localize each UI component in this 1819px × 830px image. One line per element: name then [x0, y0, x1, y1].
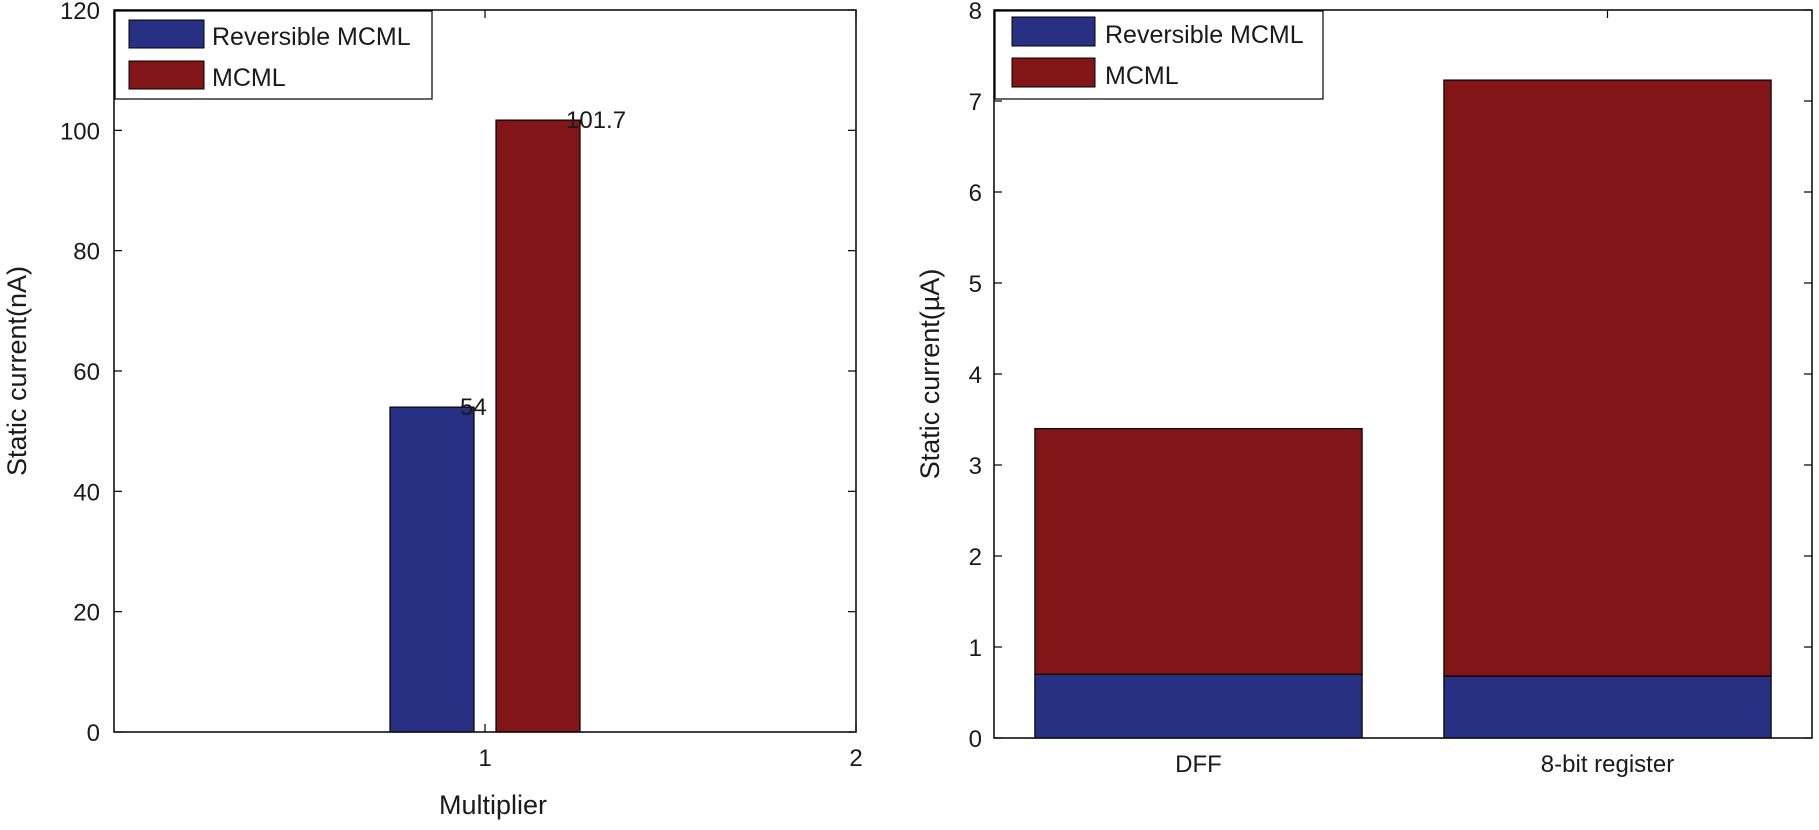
c2-y-tick-label: 4	[969, 362, 982, 389]
c2-y-tick-label: 8	[969, 0, 982, 25]
c2-y-tick-label: 7	[969, 89, 982, 116]
c1-y-ticks: 0 20 40 60 80 100 120	[60, 0, 856, 747]
c2-y-tick-label: 5	[969, 271, 982, 298]
c1-y-tick-label: 100	[60, 118, 100, 145]
c2-y-tick-label: 6	[969, 180, 982, 207]
c2-legend-swatch-mcml	[1011, 57, 1096, 88]
c1-bar-reversible-mcml	[389, 406, 475, 733]
c2-legend-label-mcml: MCML	[1105, 62, 1179, 90]
c1-data-label-mcml: 101.7	[566, 107, 626, 134]
c2-y-tick-label: 0	[969, 726, 982, 753]
c2-x-ticks: DFF 8-bit register	[1175, 10, 1674, 778]
c2-bar-mcml-dff	[1034, 428, 1363, 675]
c2-y-tick-label: 2	[969, 544, 982, 571]
c1-bars: 54 101.7	[389, 107, 626, 733]
c1-legend-label-mcml: MCML	[212, 64, 286, 92]
c2-legend-swatch-reversible	[1011, 16, 1096, 47]
c1-y-tick-label: 20	[73, 600, 100, 627]
c1-y-tick-label: 120	[60, 0, 100, 25]
c2-bars	[1034, 79, 1772, 739]
c1-y-tick-label: 40	[73, 479, 100, 506]
c1-y-tick-label: 80	[73, 239, 100, 266]
c2-y-tick-label: 3	[969, 453, 982, 480]
c2-y-ticks: 0 1 2 3 4 5 6 7 8	[969, 0, 1812, 753]
c2-x-tick-label: DFF	[1175, 751, 1222, 778]
c2-bar-mcml-8bit-register	[1443, 79, 1772, 677]
c1-data-label-reversible-mcml: 54	[460, 394, 487, 421]
c2-bar-reversible-mcml-dff	[1034, 673, 1363, 739]
c2-x-tick-label: 8-bit register	[1541, 751, 1674, 778]
c1-x-tick-label: 1	[478, 745, 491, 772]
c1-legend: Reversible MCML MCML	[114, 10, 433, 100]
dff-register-chart: 0 1 2 3 4 5 6 7 8 DFF 8-bit register Static curre…	[915, 0, 1813, 778]
c1-bar-mcml	[495, 119, 581, 733]
c1-legend-label-reversible: Reversible MCML	[212, 23, 411, 51]
c1-x-tick-label: 2	[849, 745, 862, 772]
c2-bar-reversible-mcml-8bit-register	[1443, 675, 1772, 739]
c2-legend-label-reversible: Reversible MCML	[1105, 21, 1304, 49]
c1-y-axis-label: Static current(nA)	[2, 266, 32, 476]
c1-x-axis-label: Multiplier	[439, 790, 547, 820]
c1-y-tick-label: 60	[73, 359, 100, 386]
c2-y-tick-label: 1	[969, 635, 982, 662]
c1-legend-swatch-mcml	[128, 60, 205, 90]
c1-plot-frame	[113, 9, 857, 733]
c2-y-axis-label: Static current(µA)	[915, 269, 945, 480]
c1-y-tick-label: 0	[87, 720, 100, 747]
c2-legend: Reversible MCML MCML	[994, 10, 1324, 100]
c1-legend-swatch-reversible	[128, 19, 205, 49]
